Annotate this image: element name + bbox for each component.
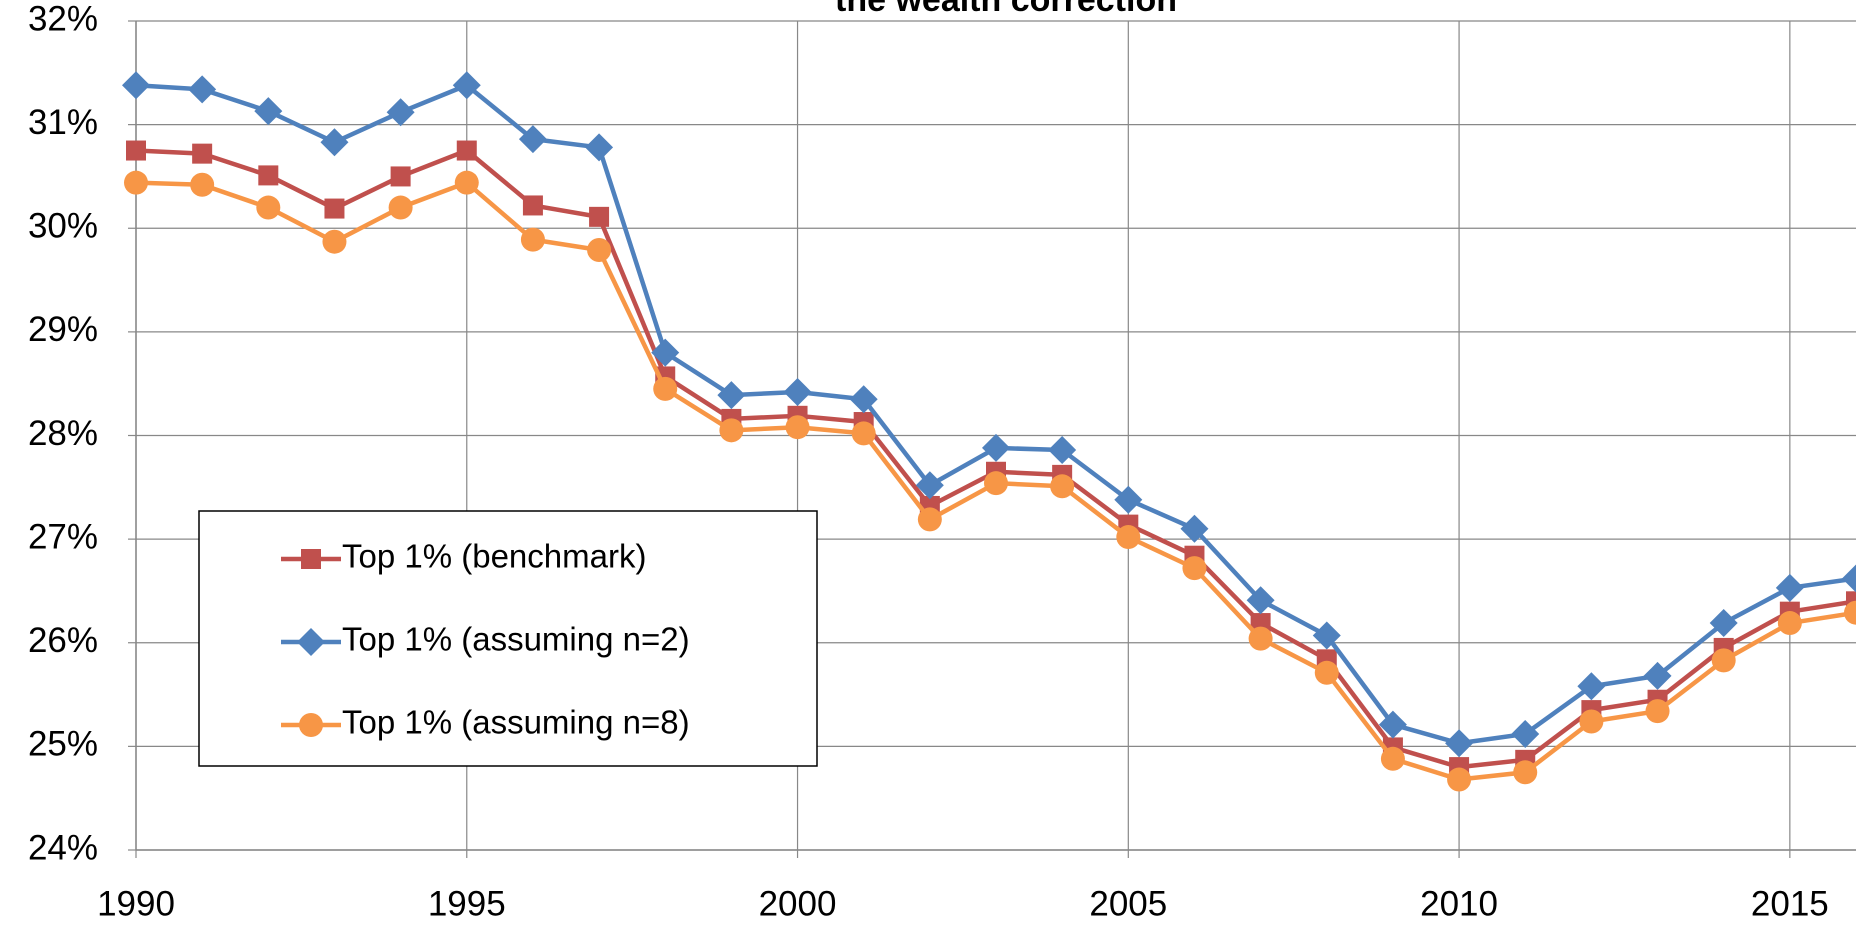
marker: [1378, 710, 1407, 739]
marker: [518, 125, 547, 154]
marker: [1711, 648, 1736, 673]
legend-label: Top 1% (benchmark): [342, 538, 646, 575]
x-tick-label: 2000: [759, 884, 837, 923]
y-tick-label: 28%: [28, 414, 98, 453]
marker: [1645, 699, 1670, 724]
marker: [651, 338, 680, 367]
marker: [587, 238, 612, 263]
marker: [585, 133, 614, 162]
marker: [984, 471, 1008, 496]
marker: [1246, 586, 1275, 615]
marker: [1775, 573, 1804, 602]
marker: [454, 170, 479, 195]
marker: [390, 166, 411, 187]
y-tick-label: 30%: [28, 207, 98, 246]
marker: [589, 206, 610, 227]
marker: [717, 381, 746, 410]
marker: [851, 421, 876, 446]
y-tick-label: 27%: [28, 517, 98, 556]
y-tick-label: 29%: [28, 310, 98, 349]
legend-label: Top 1% (assuming n=8): [342, 704, 690, 741]
x-tick-label: 1990: [97, 884, 175, 923]
marker: [322, 229, 347, 254]
marker: [1579, 709, 1604, 734]
marker: [452, 71, 481, 100]
marker: [386, 98, 415, 127]
marker: [299, 713, 323, 737]
legend-label: Top 1% (assuming n=2): [342, 621, 690, 658]
marker: [785, 415, 810, 440]
marker: [320, 128, 349, 157]
marker: [258, 165, 279, 186]
marker: [324, 198, 345, 219]
marker: [520, 227, 545, 252]
legend: Top 1% (benchmark) Top 1% (assuming n=2) T…: [198, 510, 818, 767]
plot: [122, 71, 1856, 792]
marker: [522, 195, 543, 216]
marker: [1577, 672, 1606, 701]
marker: [188, 75, 217, 104]
marker: [653, 376, 678, 401]
marker: [917, 507, 942, 532]
marker: [1511, 719, 1540, 748]
y-tick-label: 26%: [28, 621, 98, 660]
marker: [1447, 767, 1472, 792]
marker: [783, 377, 812, 406]
marker: [456, 140, 477, 161]
marker: [1445, 729, 1474, 758]
marker: [192, 143, 213, 164]
marker: [1114, 485, 1143, 514]
y-tick-label: 32%: [28, 0, 98, 38]
marker: [388, 195, 413, 220]
marker: [126, 140, 146, 161]
marker: [1050, 474, 1075, 499]
x-tick-label: 2015: [1751, 884, 1829, 923]
marker: [254, 97, 283, 126]
marker: [915, 471, 944, 500]
y-tick-label: 31%: [28, 103, 98, 142]
marker: [124, 170, 148, 195]
marker: [1116, 525, 1141, 550]
marker: [297, 628, 325, 656]
marker: [190, 172, 215, 197]
marker: [849, 385, 878, 414]
y-tick-label: 24%: [28, 828, 98, 867]
marker: [1048, 436, 1077, 465]
marker: [1314, 660, 1339, 685]
marker: [301, 549, 321, 569]
marker: [1182, 556, 1207, 581]
marker: [1513, 760, 1538, 785]
marker: [1643, 661, 1672, 690]
marker: [256, 195, 281, 220]
marker: [1709, 609, 1738, 638]
chart-title: the wealth correction: [835, 0, 1177, 19]
marker: [1380, 746, 1405, 771]
marker: [122, 71, 150, 100]
x-tick-label: 2005: [1089, 884, 1167, 923]
marker: [719, 418, 744, 443]
marker: [1248, 626, 1273, 651]
marker: [1844, 600, 1856, 625]
y-tick-label: 25%: [28, 725, 98, 764]
x-tick-label: 2010: [1420, 884, 1498, 923]
marker: [1777, 611, 1802, 636]
marker: [1842, 564, 1856, 593]
marker: [982, 433, 1010, 462]
x-tick-label: 1995: [428, 884, 506, 923]
marker: [1846, 591, 1856, 612]
marker: [1180, 514, 1209, 543]
marker: [1312, 621, 1341, 650]
